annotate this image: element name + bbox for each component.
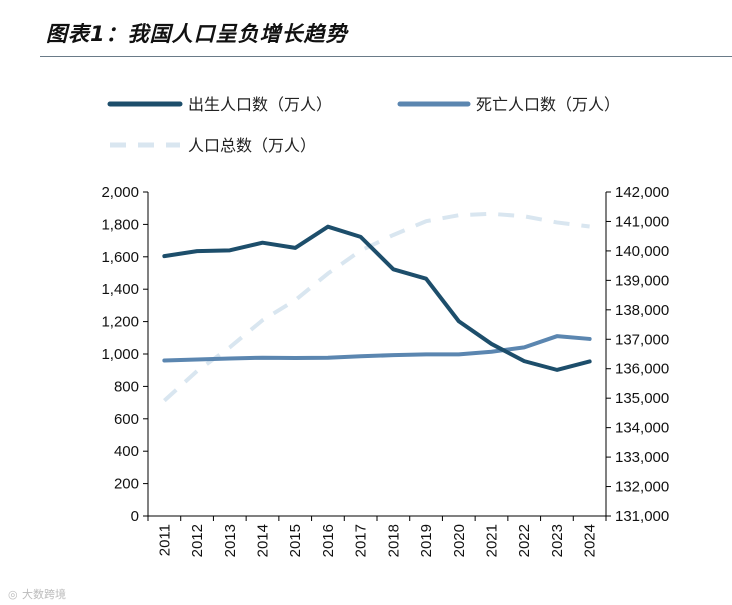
y-left-tick-label: 800 <box>114 378 139 395</box>
y-left-tick-label: 0 <box>131 508 139 525</box>
x-tick-label: 2013 <box>222 524 239 557</box>
watermark: ◎ 大数跨境 <box>8 587 66 601</box>
y-right-tick-label: 133,000 <box>615 449 669 466</box>
y-right-tick-label: 142,000 <box>615 184 669 201</box>
legend-label-1: 出生人口数（万人） <box>188 95 332 114</box>
y-left-tick-label: 200 <box>114 476 139 493</box>
y-right-tick-label: 141,000 <box>615 213 669 230</box>
legend: 出生人口数（万人） 死亡人口数（万人） 人口总数（万人） <box>107 95 620 155</box>
y-right-tick-label: 135,000 <box>615 390 669 407</box>
series-group <box>162 211 592 403</box>
series-line-3 <box>163 211 590 403</box>
x-tick-label: 2015 <box>287 524 304 557</box>
x-tick-label: 2018 <box>385 524 402 557</box>
legend-label-3: 人口总数（万人） <box>188 136 316 155</box>
x-tick-label: 2024 <box>582 524 599 557</box>
watermark-icon: ◎ <box>8 588 18 601</box>
x-tick-label: 2019 <box>418 524 435 557</box>
title-divider <box>40 56 732 57</box>
y-right-tick-label: 138,000 <box>615 302 669 319</box>
y-right-tick-label: 139,000 <box>615 272 669 289</box>
y-right-tick-label: 136,000 <box>615 361 669 378</box>
y-right-tick-label: 137,000 <box>615 331 669 348</box>
y-right-tick-label: 131,000 <box>615 508 669 525</box>
chart-title: 图表1：我国人口呈负增长趋势 <box>46 22 348 46</box>
series-line-1 <box>162 224 592 372</box>
x-tick-label: 2016 <box>320 524 337 557</box>
legend-label-2: 死亡人口数（万人） <box>476 95 620 114</box>
x-tick-label: 2014 <box>255 524 272 557</box>
y-left-tick-label: 1,200 <box>101 314 139 331</box>
y-left-tick-label: 1,400 <box>101 281 139 298</box>
x-tick-label: 2012 <box>189 524 206 557</box>
x-tick-label: 2020 <box>451 524 468 557</box>
y-left-tick-label: 2,000 <box>101 184 139 201</box>
y-left-tick-label: 1,000 <box>101 346 139 363</box>
y-right-tick-label: 140,000 <box>615 243 669 260</box>
x-tick-label: 2017 <box>353 524 370 557</box>
x-tick-label: 2021 <box>484 524 501 557</box>
x-tick-label: 2011 <box>156 524 173 556</box>
series-line-2 <box>162 334 592 363</box>
x-tick-label: 2022 <box>516 524 533 557</box>
x-tick-label: 2023 <box>549 524 566 557</box>
y-left-tick-label: 1,800 <box>101 216 139 233</box>
y-left-tick-label: 400 <box>114 443 139 460</box>
axes: 0 200 400 600 800 1,000 1,200 1,400 1,600 1,800 2,… <box>101 184 669 557</box>
y-right-tick-label: 132,000 <box>615 479 669 496</box>
watermark-text: 大数跨境 <box>22 587 66 601</box>
y-left-tick-label: 1,600 <box>101 249 139 266</box>
y-right-tick-label: 134,000 <box>615 420 669 437</box>
y-left-tick-label: 600 <box>114 411 139 428</box>
